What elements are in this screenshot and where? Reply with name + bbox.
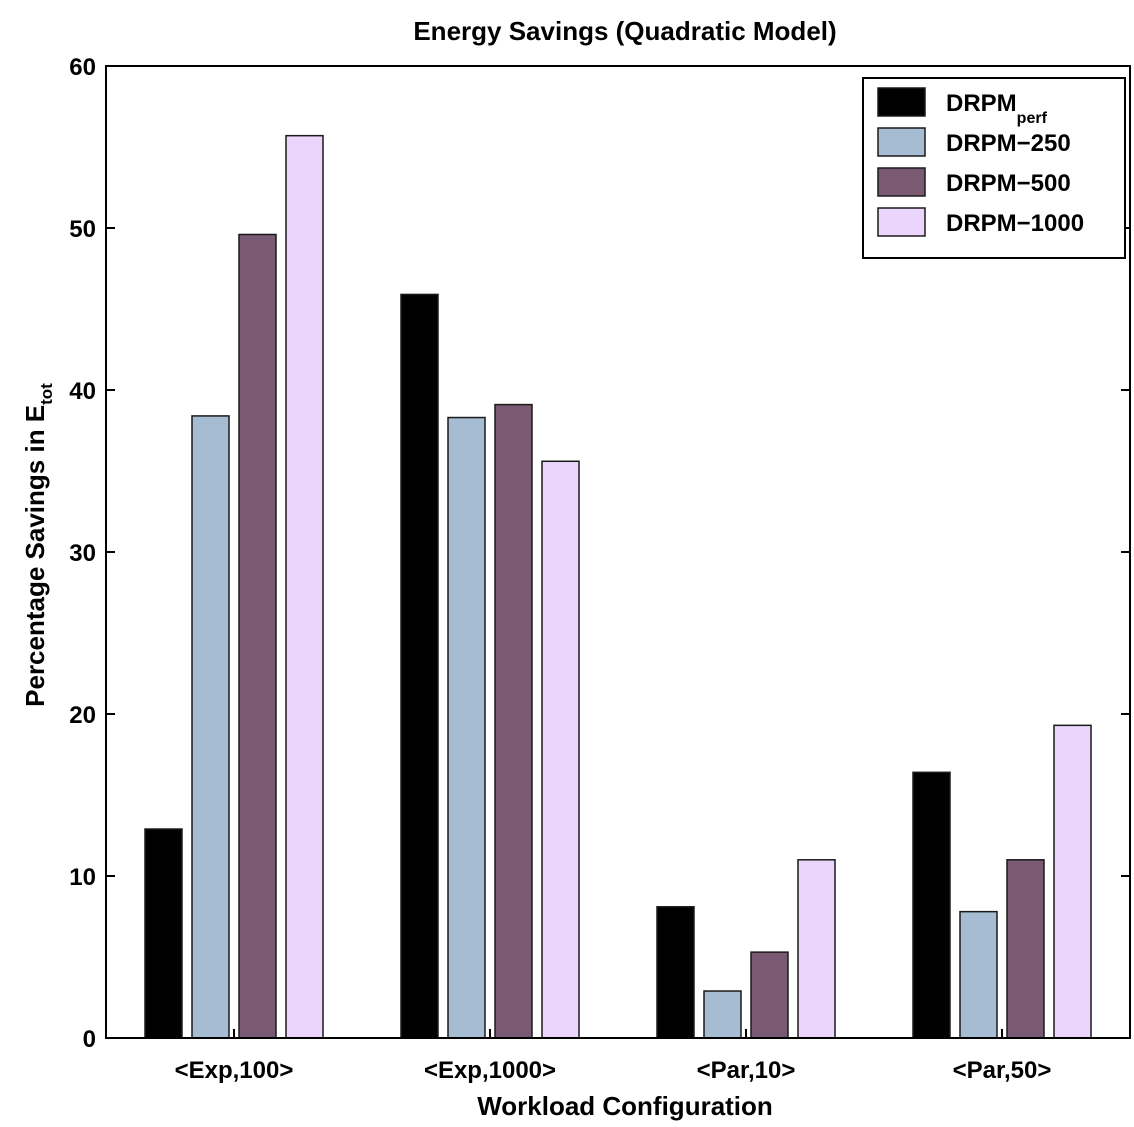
x-axis: <Exp,100> <Exp,1000> <Par,10> <Par,50> — [175, 1029, 1052, 1084]
y-tick-label: 10 — [69, 864, 96, 891]
bar — [238, 233, 277, 1039]
bar — [1006, 859, 1045, 1039]
y-axis: 0 10 20 30 40 50 60 — [69, 54, 1130, 1053]
bar — [797, 859, 836, 1039]
x-tick-label: <Exp,100> — [175, 1057, 294, 1084]
bar — [750, 951, 789, 1039]
y-tick-label: 60 — [69, 54, 96, 81]
bar — [656, 906, 695, 1039]
x-tick-label: <Exp,1000> — [424, 1057, 556, 1084]
bar — [959, 910, 998, 1039]
legend-label-main: DRPM−250 — [946, 130, 1071, 157]
bar — [400, 293, 439, 1039]
svg-text:Percentage Savings in Etot: Percentage Savings in Etot — [20, 383, 56, 707]
legend-label-main: DRPM — [946, 90, 1017, 117]
legend-label-main: DRPM−1000 — [946, 210, 1084, 237]
y-tick-label: 30 — [69, 540, 96, 567]
bar — [703, 990, 742, 1039]
y-axis-title-sub: tot — [37, 383, 56, 405]
y-axis-title: Percentage Savings in Etot — [20, 383, 56, 707]
bar — [447, 416, 486, 1039]
y-tick-label: 0 — [83, 1026, 96, 1053]
y-tick-label: 50 — [69, 216, 96, 243]
x-tick-label: <Par,50> — [953, 1057, 1052, 1084]
bar — [144, 828, 183, 1039]
legend-swatch — [877, 207, 926, 237]
bar — [285, 134, 324, 1039]
y-axis-title-main: Percentage Savings in E — [20, 405, 50, 707]
chart-title: Energy Savings (Quadratic Model) — [413, 16, 836, 46]
bar — [1053, 724, 1092, 1039]
bar — [494, 403, 533, 1039]
bars-layer — [144, 134, 1092, 1039]
legend-label: DRPM−500 — [946, 170, 1071, 197]
legend: DRPMperf DRPM−250 DRPM−500 DRPM−1000 — [862, 77, 1126, 259]
bar — [912, 771, 951, 1039]
legend-label-main: DRPM−500 — [946, 170, 1071, 197]
legend-label-sub: perf — [1017, 110, 1048, 127]
y-tick-label: 40 — [69, 378, 96, 405]
y-tick-label: 20 — [69, 702, 96, 729]
legend-swatch — [877, 167, 926, 197]
legend-swatch — [877, 127, 926, 157]
legend-label: DRPM−1000 — [946, 210, 1084, 237]
bar — [541, 460, 580, 1039]
x-tick-label: <Par,10> — [697, 1057, 796, 1084]
bar — [191, 415, 230, 1039]
legend-label: DRPMperf — [946, 90, 1048, 127]
legend-label: DRPM−250 — [946, 130, 1071, 157]
x-axis-title: Workload Configuration — [477, 1091, 773, 1121]
legend-swatch — [877, 87, 926, 117]
